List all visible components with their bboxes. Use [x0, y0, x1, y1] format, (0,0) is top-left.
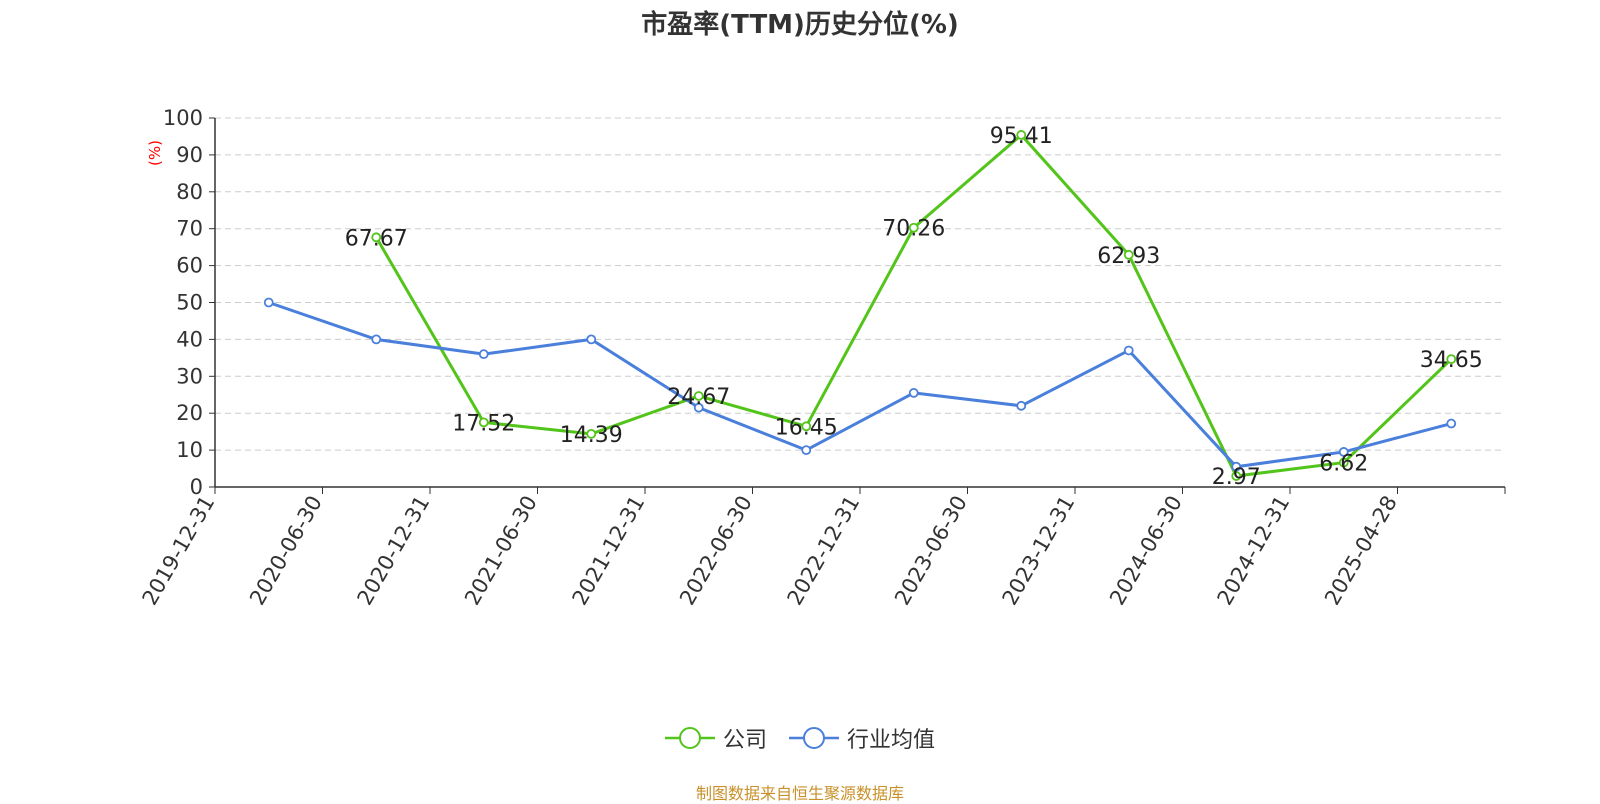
data-point-1: [263, 297, 274, 308]
data-label: 95.41: [990, 124, 1053, 149]
legend-label-industry-average: 行业均值: [847, 728, 936, 753]
legend-label-company: 公司: [722, 728, 767, 753]
data-label: 6.62: [1319, 452, 1368, 477]
data-point-0: [1231, 471, 1242, 481]
data-point-0: [908, 222, 919, 233]
data-point-1: [1123, 345, 1134, 356]
chart-title: 市盈率(TTM)历史分位(%): [641, 10, 959, 40]
data-label: 14.39: [560, 423, 623, 448]
data-point-1: [1016, 400, 1027, 411]
y-tick-label: 20: [176, 401, 203, 425]
x-tick-label: 2023-06-30: [890, 492, 972, 610]
data-label: 16.45: [775, 415, 838, 440]
x-tick-label: 2021-06-30: [460, 492, 542, 610]
y-tick-label: 80: [176, 180, 203, 204]
y-tick-label: 50: [176, 291, 203, 315]
y-axis-label: (%): [146, 140, 164, 166]
y-tick-label: 30: [176, 364, 203, 388]
legend-swatch-company: [664, 727, 715, 749]
x-tick-label: 2021-12-31: [568, 492, 650, 610]
series-lines: [263, 130, 1457, 481]
data-point-1: [371, 334, 382, 345]
legend-item-company[interactable]: 公司: [664, 722, 767, 754]
series-line-1: [268, 301, 1452, 469]
x-tick-label: 2022-12-31: [783, 492, 865, 610]
data-point-0: [1123, 249, 1134, 260]
y-tick-label: 100: [163, 106, 203, 130]
data-point-1: [1231, 461, 1242, 472]
y-tick-label: 60: [176, 254, 203, 278]
data-label: 34.65: [1420, 348, 1483, 373]
x-tick-label: 2024-06-30: [1105, 492, 1187, 610]
data-point-1: [1338, 447, 1349, 457]
data-point-1: [693, 402, 704, 413]
data-point-0: [586, 429, 597, 439]
data-point-0: [801, 421, 812, 432]
axes: 0 10 20 30 40 50 60 70 80 90 100 (%) 2019-12-31 2020-…: [138, 106, 1506, 610]
source-note: 制图数据来自恒生聚源数据库: [695, 784, 904, 803]
data-point-0: [371, 232, 382, 243]
x-tick-label: 2023-12-31: [998, 492, 1080, 610]
y-tick-label: 10: [176, 438, 203, 462]
data-labels: 67.67 17.52 14.39 24.67 16.45 70.26 95.41 62.93…: [345, 124, 1483, 490]
data-point-0: [1016, 130, 1027, 140]
data-label: 2.97: [1212, 465, 1261, 490]
y-tick-label: 70: [176, 217, 203, 241]
x-tick-label: 2024-12-31: [1213, 492, 1295, 610]
data-point-0: [478, 417, 489, 428]
series-line-0: [374, 133, 1453, 478]
y-tick-label: 40: [176, 327, 203, 351]
x-tick-label: 2022-06-30: [675, 492, 757, 610]
data-label: 24.67: [667, 385, 730, 410]
y-tick-label: 90: [176, 143, 203, 167]
data-label: 17.52: [452, 411, 515, 436]
data-point-1: [801, 445, 812, 456]
gridlines: [215, 117, 1505, 451]
legend-item-industry-average[interactable]: 行业均值: [789, 722, 935, 754]
x-tick-label: 2020-12-31: [353, 492, 435, 610]
x-tick-label: 2025-04-28: [1320, 492, 1402, 610]
data-point-1: [478, 349, 489, 360]
data-label: 67.67: [345, 226, 408, 251]
legend-swatch-industry-average: [789, 727, 839, 749]
legend: 公司 行业均值: [0, 722, 1600, 754]
y-tick-label: 0: [190, 475, 203, 499]
data-label: 62.93: [1097, 244, 1160, 269]
x-tick-label: 2019-12-31: [138, 492, 220, 610]
x-tick-label: 2020-06-30: [245, 492, 327, 610]
data-point-1: [1446, 418, 1457, 429]
data-point-0: [1446, 354, 1457, 365]
data-point-1: [586, 334, 597, 345]
data-point-0: [693, 391, 704, 401]
data-point-0: [1338, 457, 1349, 468]
data-point-1: [908, 388, 919, 398]
data-label: 70.26: [882, 217, 945, 242]
